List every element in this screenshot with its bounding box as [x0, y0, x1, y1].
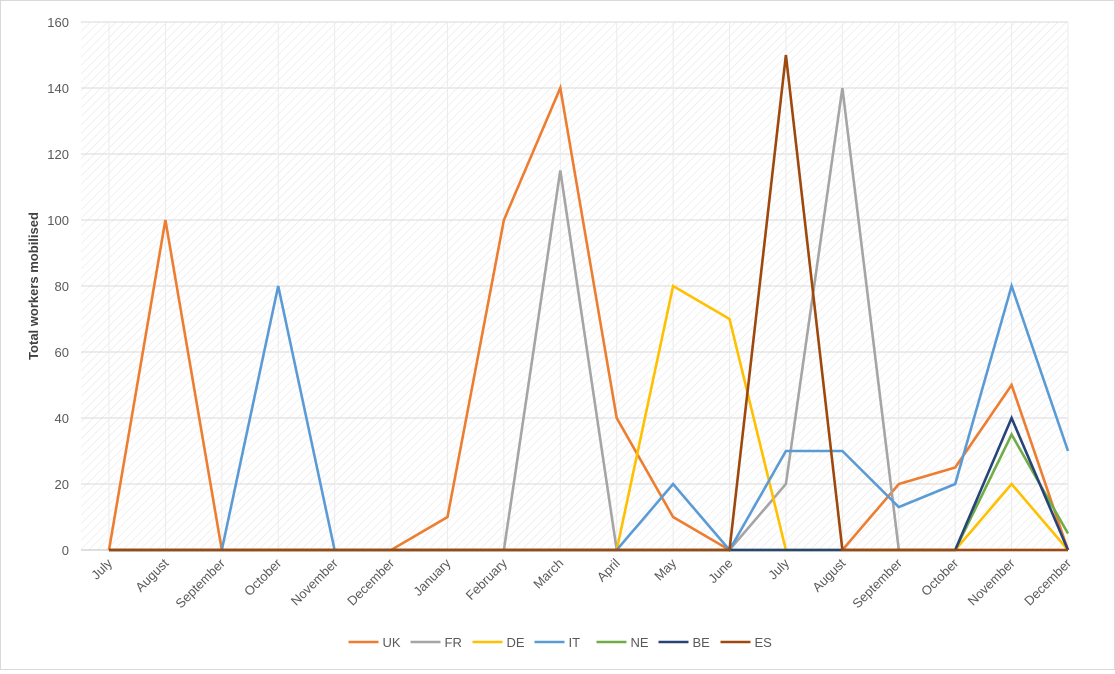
- x-tick-label: March: [530, 556, 566, 592]
- x-tick-label: July: [765, 555, 792, 582]
- x-tick-label: January: [410, 555, 454, 599]
- x-tick-label: September: [172, 555, 228, 611]
- legend-item-ne: NE: [596, 635, 649, 650]
- y-tick-label: 40: [55, 411, 69, 426]
- legend-label: BE: [693, 635, 711, 650]
- legend-label: IT: [569, 635, 581, 650]
- x-tick-label: October: [241, 555, 285, 599]
- y-tick-label: 60: [55, 345, 69, 360]
- series-line-es: [109, 54, 1068, 552]
- x-tick-label: September: [849, 555, 905, 611]
- legend-label: DE: [507, 635, 525, 650]
- legend-item-be: BE: [658, 635, 711, 650]
- legend-label: ES: [755, 635, 773, 650]
- gridlines: [81, 21, 1069, 550]
- y-tick-label: 160: [47, 15, 69, 30]
- x-tick-label: August: [809, 555, 848, 594]
- y-tick-label: 140: [47, 81, 69, 96]
- x-tick-label: April: [594, 555, 623, 584]
- legend-label: UK: [383, 635, 401, 650]
- x-tick-label: May: [651, 555, 679, 583]
- legend-label: FR: [445, 635, 462, 650]
- x-tick-label: February: [463, 555, 511, 603]
- legend-item-uk: UK: [348, 635, 401, 650]
- y-tick-label: 0: [62, 543, 69, 558]
- legend-item-it: IT: [534, 635, 581, 650]
- x-tick-label: October: [918, 555, 962, 599]
- y-tick-label: 20: [55, 477, 69, 492]
- x-tick-label: June: [705, 556, 736, 587]
- legend-label: NE: [631, 635, 649, 650]
- x-tick-label: December: [344, 555, 397, 608]
- y-tick-label: 100: [47, 213, 69, 228]
- series-layer: [107, 54, 1070, 553]
- legend-item-de: DE: [472, 635, 525, 650]
- x-tick-label: December: [1021, 555, 1074, 608]
- y-axis-label: Total workers mobilised: [26, 212, 41, 360]
- legend-item-es: ES: [720, 635, 773, 650]
- legend: UK FR DE IT NE BE ES: [348, 635, 773, 650]
- legend-item-fr: FR: [410, 635, 462, 650]
- x-tick-label: November: [965, 555, 1018, 608]
- x-tick-label: August: [132, 555, 171, 594]
- x-tick-label: November: [288, 555, 341, 608]
- x-tick-label: July: [88, 555, 115, 582]
- y-tick-label: 120: [47, 147, 69, 162]
- y-tick-label: 80: [55, 279, 69, 294]
